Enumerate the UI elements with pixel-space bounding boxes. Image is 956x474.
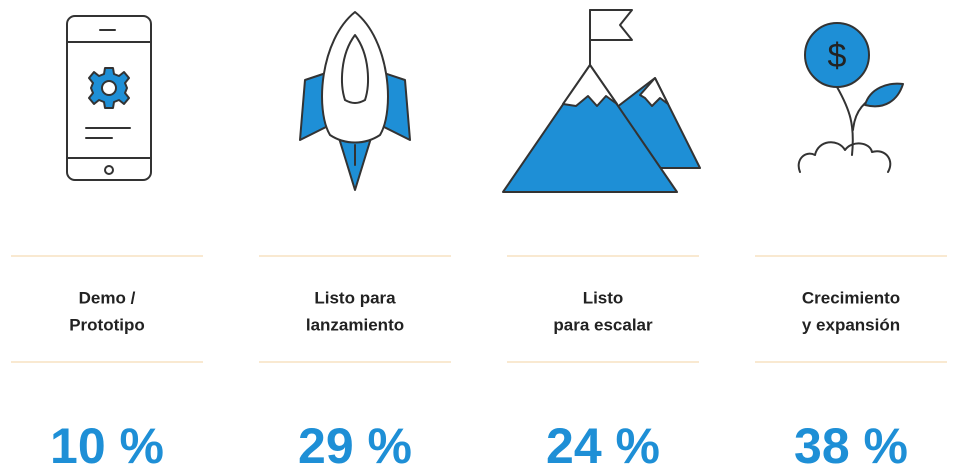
stage-label: para escalar (553, 315, 653, 334)
stage-percent: 29 % (298, 418, 412, 474)
rocket-icon (300, 12, 410, 190)
stage-label: Crecimiento (802, 288, 900, 307)
stage-percent: 38 % (794, 418, 908, 474)
plant-icon: $ (799, 23, 903, 172)
stage-label: Prototipo (69, 315, 145, 334)
mountain-icon (503, 10, 700, 192)
stage-label: y expansión (802, 315, 900, 334)
phone-icon (67, 16, 151, 180)
stage-percent: 10 % (50, 418, 164, 474)
infographic: $ Demo / Prototipo 10 % Listo para lanzamien… (0, 0, 956, 474)
dollar-sign: $ (828, 37, 847, 75)
stage-label: Listo (583, 288, 624, 307)
stage-percent: 24 % (546, 418, 660, 474)
stage-label: lanzamiento (306, 315, 404, 334)
stage-label: Listo para (314, 288, 396, 307)
stage-label: Demo / (79, 288, 136, 307)
